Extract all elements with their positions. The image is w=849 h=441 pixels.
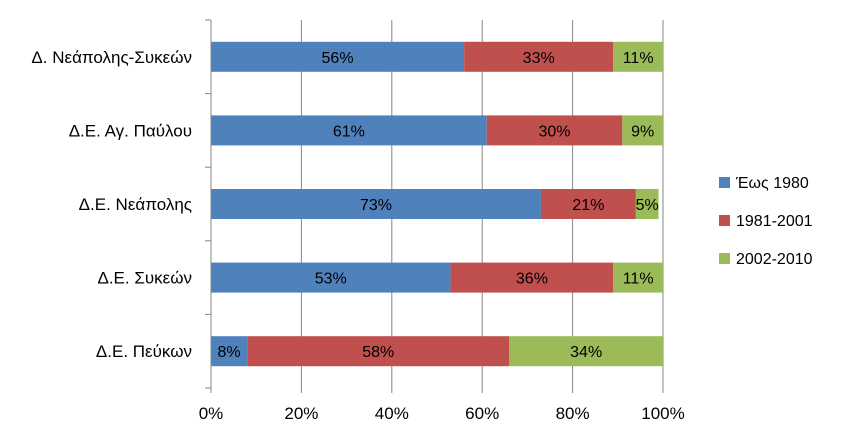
data-label: 33% bbox=[523, 50, 555, 67]
bar-segment bbox=[247, 336, 510, 367]
category-label: Δ.Ε. Συκεών bbox=[97, 269, 192, 288]
category-labels: Δ. Νεάπολης-Συκεών Δ.Ε. Αγ. Παύλου Δ.Ε. Νε… bbox=[31, 48, 192, 361]
data-label: 61% bbox=[333, 123, 365, 140]
bar-segment bbox=[509, 336, 663, 367]
bar-segment bbox=[540, 189, 636, 219]
legend-swatch bbox=[719, 215, 730, 226]
bars: 56% 33% 11% 61% 30% 9% 73% 21% 5% 53% 36% 11% 8% 58% 3… bbox=[211, 41, 663, 367]
category-label: Δ.Ε. Νεάπολης bbox=[79, 195, 192, 214]
bar-segment bbox=[211, 336, 248, 367]
x-tick-label: 40% bbox=[375, 404, 409, 423]
x-tick-label: 60% bbox=[465, 404, 499, 423]
bar-segment bbox=[613, 262, 663, 293]
bar-segment bbox=[464, 41, 614, 72]
data-label: 21% bbox=[572, 197, 604, 214]
legend-swatch bbox=[719, 177, 730, 188]
bar-segment bbox=[211, 41, 465, 72]
x-tick-label: 20% bbox=[284, 404, 318, 423]
x-tick-label: 100% bbox=[641, 404, 684, 423]
data-label: 36% bbox=[516, 271, 548, 288]
axes bbox=[205, 19, 664, 393]
data-label: 5% bbox=[636, 197, 659, 214]
x-tick-label: 80% bbox=[556, 404, 590, 423]
data-label: 34% bbox=[570, 344, 602, 361]
data-label: 56% bbox=[322, 50, 354, 67]
bar-segment bbox=[211, 262, 451, 293]
data-label: 9% bbox=[631, 123, 654, 140]
x-tick-labels: 0% 20% 40% 60% 80% 100% bbox=[199, 404, 685, 423]
x-tick-label: 0% bbox=[199, 404, 224, 423]
data-label: 53% bbox=[315, 271, 347, 288]
category-label: Δ.Ε. Πεύκων bbox=[96, 342, 192, 361]
legend-swatch bbox=[719, 253, 730, 264]
bar-segment bbox=[211, 115, 487, 146]
bar-segment bbox=[613, 41, 663, 72]
data-label: 8% bbox=[218, 344, 241, 361]
legend-label: 2002-2010 bbox=[736, 251, 813, 268]
data-label: 58% bbox=[362, 344, 394, 361]
bar-segment bbox=[486, 115, 623, 146]
category-label: Δ. Νεάπολης-Συκεών bbox=[31, 48, 192, 67]
data-label: 73% bbox=[360, 197, 392, 214]
category-label: Δ.Ε. Αγ. Παύλου bbox=[69, 121, 192, 140]
bar-segment bbox=[211, 189, 541, 219]
bar-segment bbox=[635, 189, 659, 219]
bar-segment bbox=[622, 115, 663, 146]
legend: Έως 1980 1981-2001 2002-2010 bbox=[719, 175, 813, 268]
legend-label: Έως 1980 bbox=[735, 175, 809, 192]
data-label: 11% bbox=[623, 271, 654, 288]
bar-segment bbox=[450, 262, 614, 293]
legend-label: 1981-2001 bbox=[736, 213, 813, 230]
data-label: 30% bbox=[539, 123, 571, 140]
data-label: 11% bbox=[623, 50, 654, 67]
